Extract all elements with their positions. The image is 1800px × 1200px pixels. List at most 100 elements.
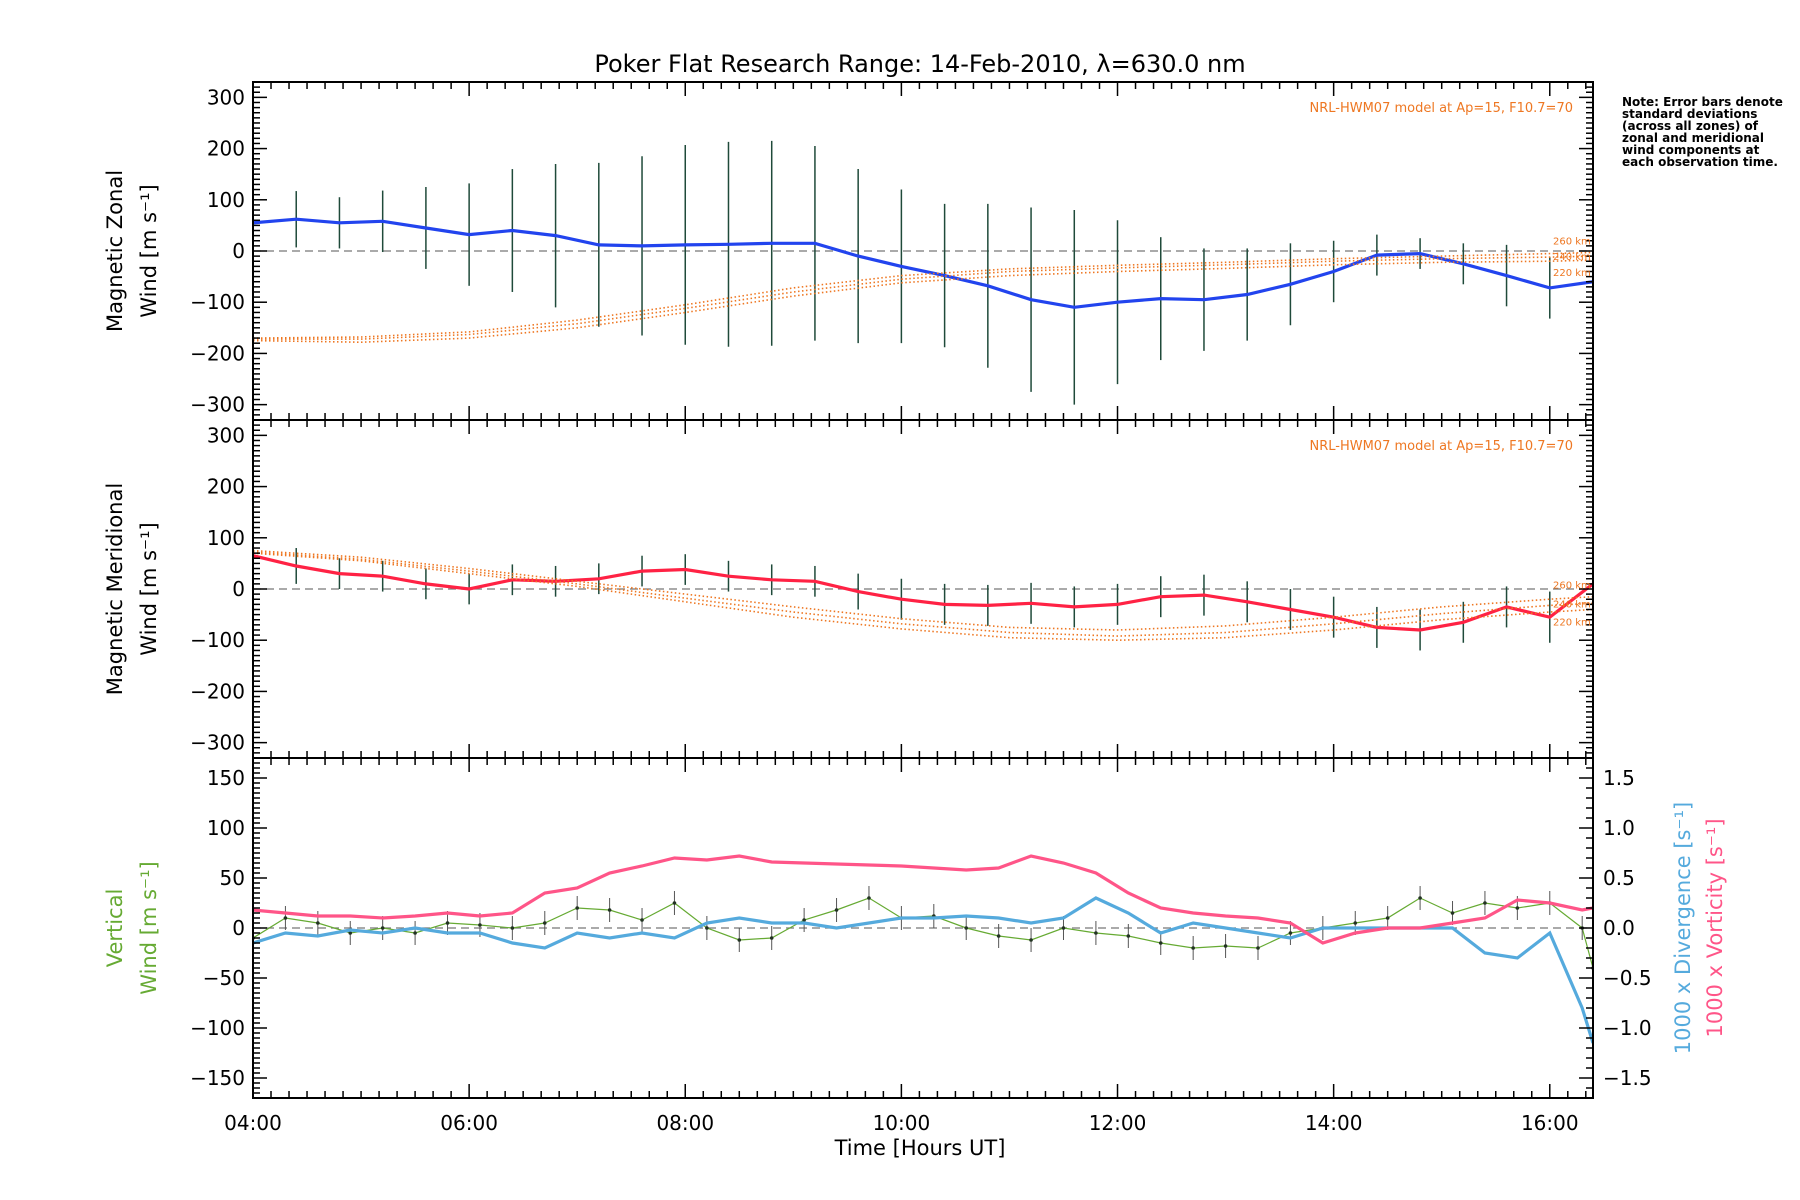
vertical-wind-point <box>1223 944 1228 948</box>
panel-meridional: 300 200 100 0 −100 −200 −300 Magnetic Meridiona… <box>103 419 1594 759</box>
vorticity-axis-label: 1000 x Vorticity [s⁻¹] <box>1703 818 1727 1037</box>
model-label: NRL-HWM07 model at Ap=15, F10.7=70 <box>1310 101 1574 116</box>
x-tick-label: 14:00 <box>1305 1111 1363 1135</box>
panel-data <box>253 854 1593 1044</box>
y-tick-label: 100 <box>207 188 245 212</box>
vertical-wind-point <box>1094 931 1098 935</box>
model-label: NRL-HWM07 model at Ap=15, F10.7=70 <box>1310 439 1574 454</box>
vertical-wind-point <box>283 916 288 920</box>
y-axis-label-line1: Magnetic Meridional <box>103 483 127 695</box>
x-axis-label: Time [Hours UT] <box>834 1136 1006 1160</box>
y2-tick-label: 1.5 <box>1603 766 1635 790</box>
y-tick-label: 150 <box>207 766 245 790</box>
y2-tick-label: 1.0 <box>1603 816 1635 840</box>
panel-zonal: 300 200 100 0 −100 −200 −300 Magnetic Zonal Wind… <box>103 81 1594 421</box>
x-tick-label: 08:00 <box>656 1111 714 1135</box>
y-tick-label: −150 <box>190 1066 245 1090</box>
vertical-wind-point <box>1450 911 1455 915</box>
series-hwm07-220-km <box>253 552 1593 642</box>
vertical-wind-point <box>1288 931 1293 935</box>
y-tick-label: −200 <box>190 679 245 703</box>
vertical-wind-point <box>1483 901 1487 905</box>
vertical-wind-point <box>1353 921 1358 925</box>
vertical-wind-point <box>1061 926 1066 930</box>
vertical-wind-point <box>445 921 450 925</box>
y-tick-label: 100 <box>207 816 245 840</box>
y-tick-label: 300 <box>207 423 245 447</box>
y-tick-label: 200 <box>207 137 245 161</box>
vertical-wind-point <box>1191 946 1195 950</box>
vertical-wind-point <box>413 931 417 935</box>
y-tick-label: 50 <box>220 866 245 890</box>
y2-tick-label: 0.5 <box>1603 866 1635 890</box>
y-tick-label: −100 <box>190 628 245 652</box>
series-divergence <box>253 896 1593 1044</box>
vertical-wind-point <box>996 934 1001 938</box>
y2-tick-label: −1.0 <box>1603 1016 1652 1040</box>
vertical-wind-point <box>672 901 677 905</box>
series-hwm07-240-km <box>253 255 1593 340</box>
vertical-wind-point <box>802 918 806 922</box>
vertical-wind-point <box>1418 896 1422 900</box>
plot-area: 300 200 100 0 −100 −200 −300 Magnetic Zonal Wind… <box>103 81 1727 1135</box>
y-tick-label: 0 <box>232 239 245 263</box>
vertical-wind-point <box>542 921 547 925</box>
vertical-wind-point <box>867 896 871 900</box>
vertical-wind-point <box>510 926 515 930</box>
x-tick-label: 04:00 <box>224 1111 282 1135</box>
altitude-label: 260 km <box>1553 581 1591 592</box>
y-axis-label-line1: Magnetic Zonal <box>103 170 127 332</box>
vertical-wind-point <box>834 908 839 912</box>
y-axis-label-line1: Vertical <box>103 889 127 968</box>
vertical-wind-point <box>607 908 612 912</box>
vertical-wind-point <box>1385 916 1390 920</box>
divergence-axis-label: 1000 x Divergence [s⁻¹] <box>1671 802 1695 1054</box>
vertical-wind-point <box>1515 906 1520 910</box>
vertical-wind-point <box>640 918 644 922</box>
y-tick-label: −50 <box>203 966 245 990</box>
x-tick-label: 16:00 <box>1521 1111 1579 1135</box>
vertical-wind-point <box>737 938 742 942</box>
y2-tick-label: −1.5 <box>1603 1066 1652 1090</box>
error-bar-note: Note: Error bars denote standard deviati… <box>1622 95 1783 169</box>
y-tick-label: −300 <box>190 731 245 755</box>
y-tick-label: 300 <box>207 85 245 109</box>
altitude-label: 260 km <box>1553 237 1591 248</box>
altitude-label: 220 km <box>1553 617 1591 628</box>
vertical-wind-point <box>964 926 969 930</box>
vertical-wind-point <box>348 931 353 935</box>
x-tick-label: 12:00 <box>1089 1111 1147 1135</box>
y-tick-label: −100 <box>190 1016 245 1040</box>
x-tick-label: 10:00 <box>873 1111 931 1135</box>
y-axis-label-line2: Wind [m s⁻¹] <box>137 184 161 317</box>
vertical-wind-point <box>705 926 709 930</box>
y2-tick-label: 0.0 <box>1603 916 1635 940</box>
panel-data <box>253 140 1593 405</box>
altitude-label: 240 km <box>1553 252 1591 263</box>
y-tick-label: 0 <box>232 577 245 601</box>
vertical-wind-point <box>1029 938 1033 942</box>
y-tick-label: 200 <box>207 475 245 499</box>
x-tick-label: 06:00 <box>440 1111 498 1135</box>
series-meridional-wind <box>253 554 1593 632</box>
panel-data <box>253 535 1593 651</box>
series-vorticity <box>253 854 1593 945</box>
altitude-label: 240 km <box>1553 599 1591 610</box>
y-tick-label: −100 <box>190 290 245 314</box>
vertical-wind-point <box>1256 946 1260 950</box>
y-tick-label: −300 <box>190 393 245 417</box>
vertical-wind-point <box>1158 941 1163 945</box>
y-axis-label-line2: Wind [m s⁻¹] <box>137 861 161 994</box>
chart-title: Poker Flat Research Range: 14-Feb-2010, … <box>594 50 1245 78</box>
series-hwm07-240-km <box>253 551 1593 637</box>
vertical-wind-point <box>575 906 579 910</box>
y-tick-label: 100 <box>207 526 245 550</box>
y-tick-label: −200 <box>190 341 245 365</box>
y2-tick-label: −0.5 <box>1603 966 1652 990</box>
vertical-wind-point <box>478 923 482 927</box>
panel-vertical: 150 100 50 0 −50 −100 −150 1.5 1.0 0.5 0.0 −0.5 −1.0… <box>103 757 1727 1099</box>
vertical-wind-point <box>380 926 385 930</box>
vertical-wind-point <box>1126 934 1131 938</box>
vertical-wind-point <box>316 921 320 925</box>
